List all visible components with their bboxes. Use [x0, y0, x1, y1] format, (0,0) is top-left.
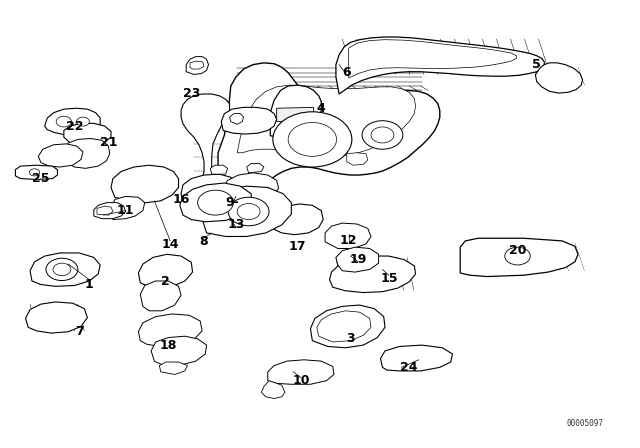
- Circle shape: [362, 121, 403, 149]
- Polygon shape: [270, 85, 321, 137]
- Polygon shape: [140, 281, 181, 311]
- Polygon shape: [30, 253, 100, 286]
- Polygon shape: [276, 108, 314, 121]
- Polygon shape: [317, 311, 371, 342]
- Polygon shape: [221, 108, 276, 134]
- Text: 21: 21: [100, 137, 117, 150]
- Polygon shape: [94, 202, 125, 219]
- Text: 8: 8: [200, 235, 209, 248]
- Polygon shape: [111, 165, 179, 202]
- Circle shape: [371, 127, 394, 143]
- Polygon shape: [211, 165, 228, 174]
- Text: 19: 19: [349, 253, 367, 266]
- Text: 3: 3: [346, 332, 355, 345]
- Polygon shape: [180, 183, 251, 222]
- Text: 7: 7: [75, 325, 83, 338]
- Polygon shape: [230, 114, 244, 124]
- Text: 9-: 9-: [225, 196, 239, 209]
- Circle shape: [29, 169, 40, 176]
- Text: 6: 6: [342, 66, 351, 79]
- Polygon shape: [223, 173, 278, 202]
- Circle shape: [237, 203, 260, 220]
- Polygon shape: [460, 238, 578, 276]
- Polygon shape: [349, 40, 516, 78]
- Text: 20: 20: [509, 244, 526, 257]
- Polygon shape: [111, 196, 145, 220]
- Polygon shape: [217, 63, 440, 204]
- Text: 22: 22: [66, 120, 83, 133]
- Polygon shape: [151, 336, 207, 366]
- Polygon shape: [202, 186, 291, 237]
- Polygon shape: [159, 362, 188, 375]
- Polygon shape: [97, 206, 113, 215]
- Polygon shape: [26, 302, 88, 333]
- Circle shape: [228, 197, 269, 226]
- Polygon shape: [138, 254, 193, 289]
- Circle shape: [77, 117, 90, 126]
- Polygon shape: [347, 153, 368, 165]
- Polygon shape: [181, 94, 230, 208]
- Circle shape: [46, 258, 78, 280]
- Circle shape: [505, 247, 531, 265]
- Text: 18: 18: [159, 339, 177, 352]
- Text: 24: 24: [401, 361, 418, 374]
- Polygon shape: [381, 345, 452, 371]
- Polygon shape: [181, 174, 239, 208]
- Circle shape: [198, 190, 234, 215]
- Text: 16: 16: [172, 193, 190, 206]
- Text: 11: 11: [117, 204, 134, 217]
- Polygon shape: [45, 108, 100, 136]
- Polygon shape: [15, 165, 58, 180]
- Polygon shape: [190, 61, 204, 69]
- Text: 14: 14: [161, 237, 179, 250]
- Polygon shape: [246, 164, 264, 173]
- Polygon shape: [336, 37, 544, 94]
- Polygon shape: [138, 314, 202, 346]
- Circle shape: [53, 263, 71, 276]
- Polygon shape: [310, 305, 385, 348]
- Polygon shape: [330, 256, 415, 293]
- Text: 13: 13: [227, 217, 244, 231]
- Polygon shape: [64, 123, 111, 145]
- Text: 2: 2: [161, 276, 170, 289]
- Polygon shape: [64, 138, 109, 168]
- Text: 25: 25: [32, 172, 50, 185]
- Circle shape: [273, 112, 352, 167]
- Text: 5: 5: [532, 58, 541, 71]
- Text: 15: 15: [380, 272, 397, 285]
- Polygon shape: [536, 63, 582, 93]
- Circle shape: [288, 122, 337, 156]
- Polygon shape: [261, 381, 285, 399]
- Circle shape: [56, 116, 72, 127]
- Text: 00005097: 00005097: [566, 419, 604, 428]
- Polygon shape: [325, 223, 371, 249]
- Text: 1: 1: [85, 278, 93, 291]
- Polygon shape: [268, 360, 334, 384]
- Text: 23: 23: [182, 87, 200, 100]
- Polygon shape: [272, 204, 323, 235]
- Polygon shape: [336, 247, 379, 272]
- Text: 12: 12: [340, 234, 357, 247]
- Polygon shape: [38, 144, 83, 167]
- Text: 4: 4: [317, 102, 326, 115]
- Polygon shape: [237, 85, 415, 156]
- Polygon shape: [186, 56, 209, 74]
- Text: 10: 10: [292, 374, 310, 387]
- Text: 17: 17: [289, 240, 307, 253]
